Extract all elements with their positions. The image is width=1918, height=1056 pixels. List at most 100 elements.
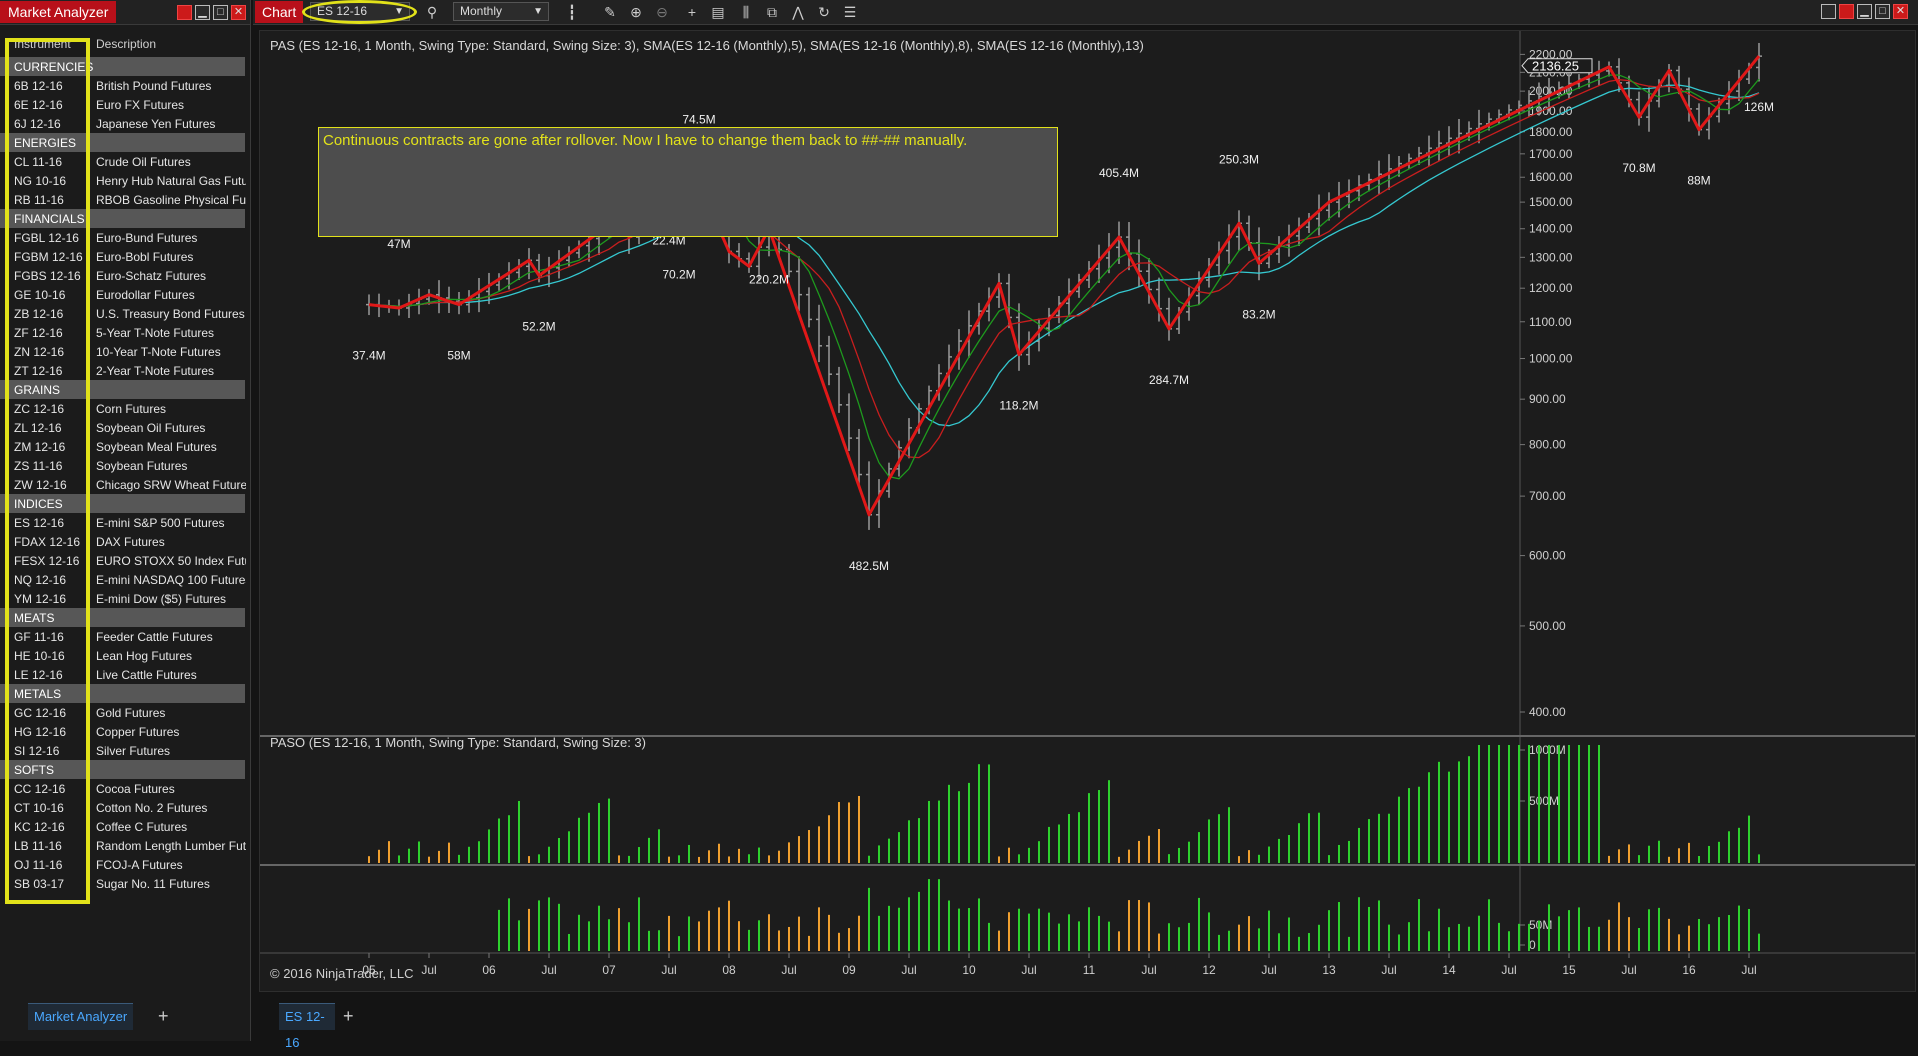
minimize-button[interactable]: ▁ xyxy=(1857,4,1872,19)
instrument-row[interactable]: SI 12-16 Silver Futures xyxy=(0,741,245,760)
instrument-row[interactable]: FDAX 12-16 DAX Futures xyxy=(0,532,245,551)
price-chart[interactable]: 2200.002100.002000.001900.001800.001700.… xyxy=(260,31,1915,991)
x-tick-label: Jul xyxy=(1741,963,1756,977)
instrument-row[interactable]: ZL 12-16 Soybean Oil Futures xyxy=(0,418,245,437)
templates-icon[interactable]: ⧉ xyxy=(767,4,777,20)
column-instrument[interactable]: Instrument xyxy=(14,37,71,51)
instrument-row[interactable]: NG 10-16 Henry Hub Natural Gas Futures xyxy=(0,171,246,190)
instrument-symbol: FGBS 12-16 xyxy=(14,269,81,283)
instrument-row[interactable]: ZW 12-16 Chicago SRW Wheat Futures xyxy=(0,475,246,494)
instrument-row[interactable]: 6J 12-16 Japanese Yen Futures xyxy=(0,114,245,133)
swing-volume-label: 70.8M xyxy=(1622,161,1655,175)
instrument-row[interactable]: ZF 12-16 5-Year T-Note Futures xyxy=(0,323,245,342)
category-header[interactable]: METALS xyxy=(0,684,245,703)
instrument-row[interactable]: CL 11-16 Crude Oil Futures xyxy=(0,152,245,171)
instrument-row[interactable]: FGBS 12-16 Euro-Schatz Futures xyxy=(0,266,245,285)
data-box-icon[interactable]: ▤ xyxy=(711,4,725,20)
chart-style-icon[interactable]: ⫼ xyxy=(742,4,750,20)
instrument-row[interactable]: ZS 11-16 Soybean Futures xyxy=(0,456,245,475)
category-header[interactable]: FINANCIALS xyxy=(0,209,245,228)
volume-bars xyxy=(368,745,1760,951)
y-tick-label: 900.00 xyxy=(1529,392,1566,406)
chart-panel[interactable]: 2200.002100.002000.001900.001800.001700.… xyxy=(259,30,1916,992)
column-description[interactable]: Description xyxy=(96,37,157,51)
instrument-row[interactable]: KC 12-16 Coffee C Futures xyxy=(0,817,245,836)
close-button[interactable]: ✕ xyxy=(231,4,246,20)
category-label: ENERGIES xyxy=(14,136,77,150)
link-icon[interactable] xyxy=(177,4,192,20)
y-tick-label: 1100.00 xyxy=(1529,315,1572,329)
category-header[interactable]: SOFTS xyxy=(0,760,245,779)
instrument-symbol: ZB 12-16 xyxy=(14,307,64,321)
x-tick-label: 06 xyxy=(482,963,496,977)
link-color-icon[interactable] xyxy=(1839,4,1854,19)
instrument-row[interactable]: FGBM 12-16 Euro-Bobl Futures xyxy=(0,247,245,266)
instrument-row[interactable]: ZB 12-16 U.S. Treasury Bond Futures xyxy=(0,304,245,323)
instrument-description: Coffee C Futures xyxy=(96,820,188,834)
maximize-button[interactable]: □ xyxy=(213,4,228,20)
x-tick-label: Jul xyxy=(1501,963,1516,977)
annotation-note[interactable]: Continuous contracts are gone after roll… xyxy=(318,127,1058,237)
instrument-symbol: LB 11-16 xyxy=(14,839,62,853)
interval-selector[interactable]: Monthly ▼ xyxy=(453,2,549,21)
highlight-ellipse xyxy=(302,0,417,24)
price-panel-label: PAS (ES 12-16, 1 Month, Swing Type: Stan… xyxy=(270,38,1144,53)
instrument-row[interactable]: LE 12-16 Live Cattle Futures xyxy=(0,665,245,684)
instrument-row[interactable]: ZT 12-16 2-Year T-Note Futures xyxy=(0,361,245,380)
swing-volume-label: 83.2M xyxy=(1242,307,1275,321)
instrument-row[interactable]: YM 12-16 E-mini Dow ($5) Futures xyxy=(0,589,245,608)
instrument-description: E-mini Dow ($5) Futures xyxy=(96,592,227,606)
instrument-row[interactable]: 6E 12-16 Euro FX Futures xyxy=(0,95,245,114)
instrument-symbol: CT 10-16 xyxy=(14,801,64,815)
copyright: © 2016 NinjaTrader, LLC xyxy=(270,966,414,981)
tab-market-analyzer[interactable]: Market Analyzer xyxy=(28,1003,134,1030)
add-tab-button[interactable]: + xyxy=(343,1006,354,1026)
category-header[interactable]: CURRENCIES xyxy=(0,57,245,76)
instrument-row[interactable]: NQ 12-16 E-mini NASDAQ 100 Futures xyxy=(0,570,246,589)
refresh-icon[interactable]: ↻ xyxy=(818,4,830,20)
instrument-row[interactable]: GF 11-16 Feeder Cattle Futures xyxy=(0,627,245,646)
properties-icon[interactable]: ☰ xyxy=(843,4,857,20)
instrument-row[interactable]: ZC 12-16 Corn Futures xyxy=(0,399,245,418)
chart-title: Chart xyxy=(255,1,304,23)
zoom-in-icon[interactable]: ⊕ xyxy=(630,4,642,20)
instrument-row[interactable]: 6B 12-16 British Pound Futures xyxy=(0,76,245,95)
instrument-row[interactable]: ZM 12-16 Soybean Meal Futures xyxy=(0,437,245,456)
category-header[interactable]: GRAINS xyxy=(0,380,245,399)
crosshair-icon[interactable]: + xyxy=(687,4,697,20)
instrument-row[interactable]: ES 12-16 E-mini S&P 500 Futures xyxy=(0,513,245,532)
instrument-row[interactable]: SB 03-17 Sugar No. 11 Futures xyxy=(0,874,245,893)
instrument-row[interactable]: GE 10-16 Eurodollar Futures xyxy=(0,285,245,304)
instrument-symbol: ZM 12-16 xyxy=(14,440,66,454)
instrument-row[interactable]: HG 12-16 Copper Futures xyxy=(0,722,245,741)
search-icon[interactable]: ⚲ xyxy=(426,4,438,20)
pencil-icon[interactable]: ✎ xyxy=(604,4,616,20)
instrument-row[interactable]: ZN 12-16 10-Year T-Note Futures xyxy=(0,342,245,361)
y-tick-label: 1900.00 xyxy=(1529,104,1573,118)
instrument-row[interactable]: GC 12-16 Gold Futures xyxy=(0,703,245,722)
instrument-row[interactable]: FESX 12-16 EURO STOXX 50 Index Futures xyxy=(0,551,246,570)
category-header[interactable]: MEATS xyxy=(0,608,245,627)
category-header[interactable]: ENERGIES xyxy=(0,133,245,152)
maximize-button[interactable]: □ xyxy=(1875,4,1890,19)
market-analyzer-titlebar: Market Analyzer ▁ □ ✕ xyxy=(0,0,250,25)
zoom-out-icon[interactable]: ⊖ xyxy=(656,4,668,20)
instrument-row[interactable]: RB 11-16 RBOB Gasoline Physical Futures xyxy=(0,190,246,209)
instrument-row[interactable]: FGBL 12-16 Euro-Bund Futures xyxy=(0,228,245,247)
instrument-row[interactable]: CT 10-16 Cotton No. 2 Futures xyxy=(0,798,245,817)
instrument-row[interactable]: HE 10-16 Lean Hog Futures xyxy=(0,646,245,665)
instrument-description: 2-Year T-Note Futures xyxy=(96,364,215,378)
tab-es-12-16[interactable]: ES 12-16 xyxy=(279,1003,335,1050)
indicators-icon[interactable]: ⋀ xyxy=(792,4,804,20)
category-header[interactable]: INDICES xyxy=(0,494,245,513)
instrument-row[interactable]: LB 11-16 Random Length Lumber Futures xyxy=(0,836,246,855)
add-tab-button[interactable]: + xyxy=(158,1006,169,1026)
bar-type-icon[interactable]: ┇ xyxy=(567,4,577,20)
instrument-row[interactable]: CC 12-16 Cocoa Futures xyxy=(0,779,245,798)
instrument-row[interactable]: OJ 11-16 FCOJ-A Futures xyxy=(0,855,245,874)
minimize-button[interactable]: ▁ xyxy=(195,4,210,20)
link-icon[interactable] xyxy=(1821,4,1836,19)
close-button[interactable]: ✕ xyxy=(1893,4,1908,19)
x-tick-label: Jul xyxy=(901,963,916,977)
category-label: INDICES xyxy=(14,497,63,511)
